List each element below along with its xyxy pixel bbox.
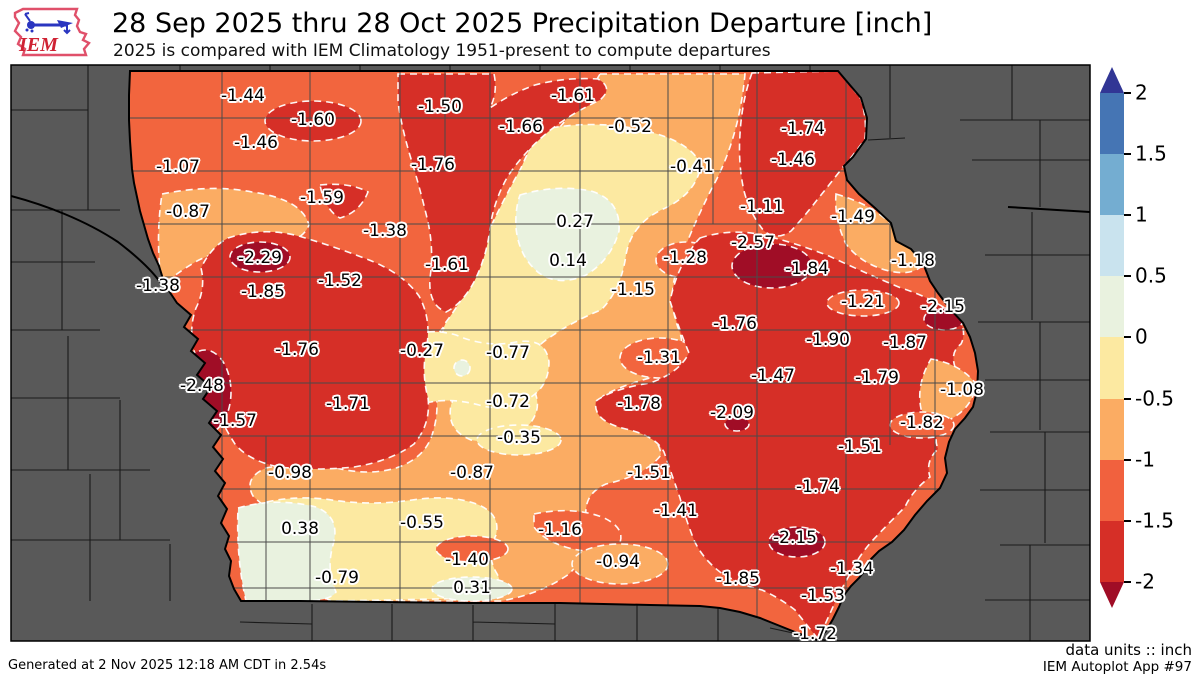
iem-logo: IEM xyxy=(13,7,91,57)
colorbar-segment xyxy=(1100,276,1124,338)
colorbar-segment xyxy=(1100,93,1124,155)
app-credit-label: IEM Autoplot App #97 xyxy=(1042,659,1192,675)
colorbar-tick-label: 1 xyxy=(1135,202,1148,227)
colorbar-tick-mark xyxy=(1124,580,1131,583)
logo-text: IEM xyxy=(18,34,59,56)
data-units-label: data units :: inch xyxy=(1065,641,1192,659)
neighbor-counties xyxy=(11,65,1090,641)
map-frame xyxy=(10,64,1091,642)
generated-timestamp: Generated at 2 Nov 2025 12:18 AM CDT in … xyxy=(8,658,327,673)
iowa-state-border xyxy=(128,70,980,642)
colorbar-tick-mark xyxy=(1124,275,1131,278)
colorbar-tick-label: 0 xyxy=(1135,324,1148,349)
colorbar-tick-label: -0.5 xyxy=(1135,386,1175,411)
colorbar-tick-label: 2 xyxy=(1135,80,1148,105)
colorbar-segment xyxy=(1100,520,1124,583)
contour-fills xyxy=(129,71,978,640)
weathervane-icon xyxy=(24,12,73,35)
colorbar-tick-mark xyxy=(1124,519,1131,522)
county-borders xyxy=(129,71,978,640)
iowa-outline-logo xyxy=(13,7,91,57)
colorbar-tick-label: -1.5 xyxy=(1135,508,1175,533)
colorbar-segment xyxy=(1100,398,1124,461)
colorbar-tick-label: 1.5 xyxy=(1135,141,1167,166)
colorbar-tick-mark xyxy=(1124,397,1131,400)
colorbar-segment xyxy=(1100,459,1124,522)
colorbar-tick-label: -2 xyxy=(1135,569,1155,594)
colorbar-arrow-top xyxy=(1100,67,1124,93)
colorbar-tick-mark xyxy=(1124,92,1131,94)
colorbar-segment xyxy=(1100,154,1124,216)
colorbar-tick-mark xyxy=(1124,214,1131,217)
page-title: 28 Sep 2025 thru 28 Oct 2025 Precipitati… xyxy=(112,8,933,39)
colorbar-segment xyxy=(1100,215,1124,277)
page-subtitle: 2025 is compared with IEM Climatology 19… xyxy=(113,41,771,61)
colorbar-tick-mark xyxy=(1124,458,1131,461)
colorbar-segment xyxy=(1100,337,1124,399)
colorbar-tick-label: 0.5 xyxy=(1135,263,1167,288)
colorbar-tick-label: -1 xyxy=(1135,447,1155,472)
colorbar-tick-mark xyxy=(1124,336,1131,339)
colorbar-arrow-bottom xyxy=(1100,581,1124,608)
colorbar-tick-mark xyxy=(1124,153,1131,156)
